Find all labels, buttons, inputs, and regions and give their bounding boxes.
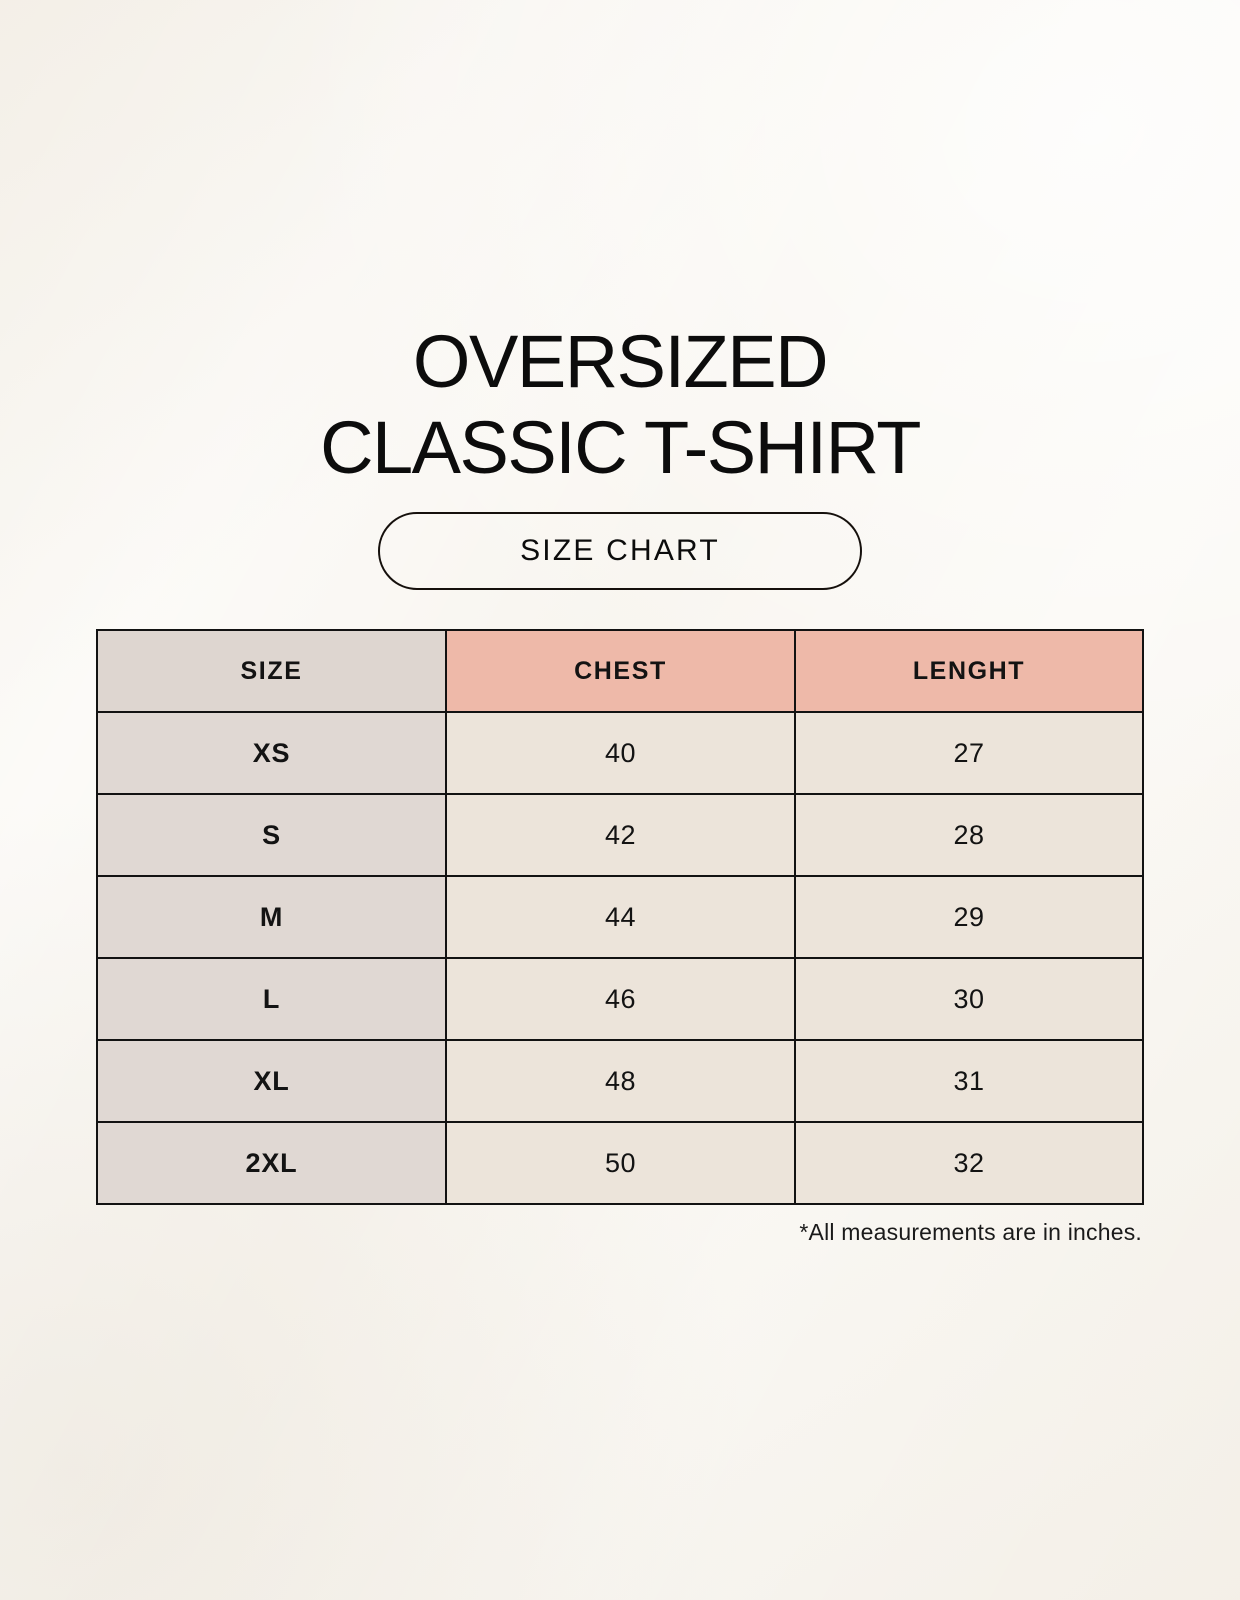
- title-line-2: CLASSIC T-SHIRT: [320, 406, 921, 489]
- column-header-size: SIZE: [96, 629, 447, 713]
- cell-length: 30: [794, 957, 1144, 1041]
- cell-size: 2XL: [96, 1121, 447, 1205]
- cell-chest: 46: [445, 957, 796, 1041]
- column-header-length: LENGHT: [794, 629, 1144, 713]
- size-chart-badge: SIZE CHART: [378, 512, 862, 590]
- size-table-wrapper: SIZE CHEST LENGHT XS 40 27 S 42 28 M: [96, 629, 1144, 1205]
- cell-size: L: [96, 957, 447, 1041]
- table-header-row: SIZE CHEST LENGHT: [96, 629, 1144, 713]
- size-table-body: XS 40 27 S 42 28 M 44 29 L 46 30: [96, 711, 1144, 1205]
- size-table-header: SIZE CHEST LENGHT: [96, 629, 1144, 713]
- table-row: L 46 30: [96, 957, 1144, 1041]
- cell-length: 32: [794, 1121, 1144, 1205]
- title-line-1: OVERSIZED: [412, 320, 829, 403]
- measurement-footnote: *All measurements are in inches.: [799, 1219, 1142, 1245]
- table-row: XS 40 27: [96, 711, 1144, 795]
- cell-length: 29: [794, 875, 1144, 959]
- table-row: XL 48 31: [96, 1039, 1144, 1123]
- size-table: SIZE CHEST LENGHT XS 40 27 S 42 28 M: [96, 629, 1144, 1205]
- cell-chest: 48: [445, 1039, 796, 1123]
- page-title: OVERSIZED CLASSIC T-SHIRT: [0, 325, 1240, 485]
- cell-chest: 50: [445, 1121, 796, 1205]
- cell-size: S: [96, 793, 447, 877]
- column-header-chest: CHEST: [445, 629, 796, 713]
- cell-length: 28: [794, 793, 1144, 877]
- size-chart-badge-wrapper: SIZE CHART: [0, 512, 1240, 590]
- cell-size: XS: [96, 711, 447, 795]
- cell-length: 27: [794, 711, 1144, 795]
- table-row: M 44 29: [96, 875, 1144, 959]
- table-row: S 42 28: [96, 793, 1144, 877]
- cell-length: 31: [794, 1039, 1144, 1123]
- cell-chest: 40: [445, 711, 796, 795]
- cell-size: XL: [96, 1039, 447, 1123]
- cell-chest: 44: [445, 875, 796, 959]
- table-row: 2XL 50 32: [96, 1121, 1144, 1205]
- cell-chest: 42: [445, 793, 796, 877]
- cell-size: M: [96, 875, 447, 959]
